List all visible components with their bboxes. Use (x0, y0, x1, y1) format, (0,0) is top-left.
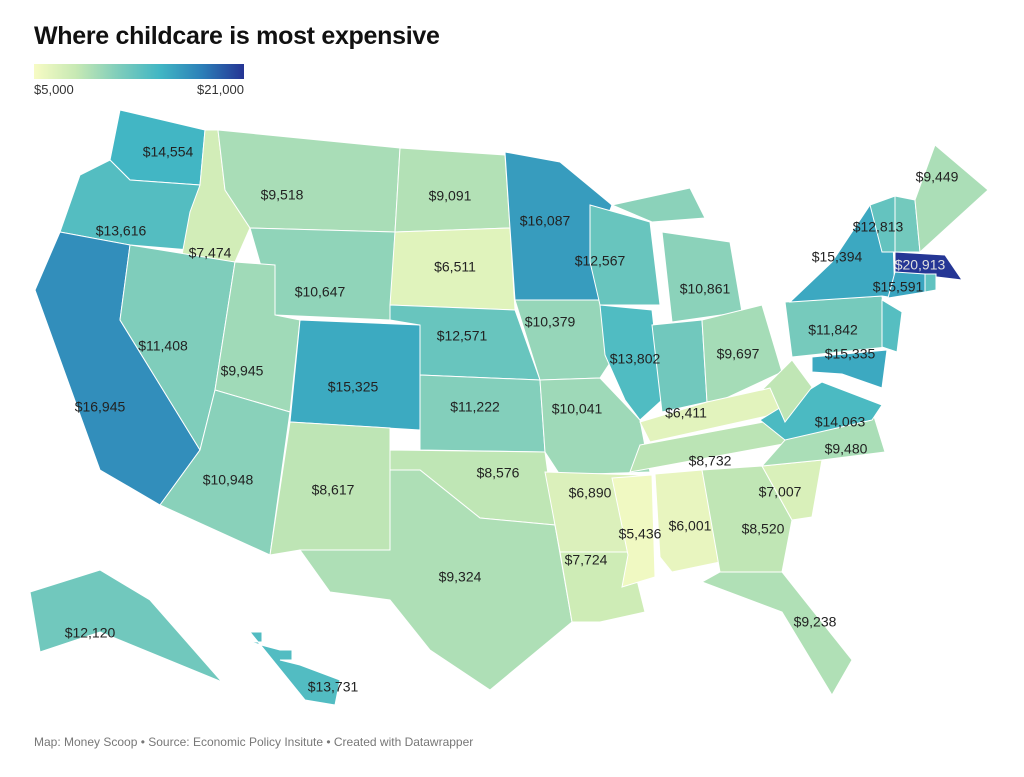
state-value-label-oh: $9,697 (717, 346, 760, 362)
state-value-label-pa: $11,842 (808, 322, 858, 338)
state-shape-ms (611, 474, 656, 588)
source-footer: Map: Money Scoop • Source: Economic Poli… (34, 735, 474, 749)
state-value-label-ar: $6,890 (569, 485, 612, 501)
legend-gradient-bar (34, 64, 244, 79)
state-value-label-ky: $6,411 (665, 405, 707, 421)
state-value-label-va: $14,063 (815, 414, 866, 430)
state-shape-nj (881, 299, 903, 353)
state-value-label-me: $9,449 (916, 169, 959, 185)
state-shape-co (289, 319, 421, 431)
state-shape-wv (760, 359, 813, 423)
state-value-label-mn: $16,087 (520, 213, 571, 229)
state-shape-ak (29, 569, 223, 683)
map-title: Where childcare is most expensive (34, 22, 440, 50)
state-value-label-tn: $8,732 (689, 453, 732, 469)
state-value-label-nd: $9,091 (429, 188, 472, 204)
state-shape-mi (610, 187, 706, 223)
state-value-label-vt: $12,813 (853, 219, 904, 235)
state-value-label-la: $7,724 (565, 552, 608, 568)
state-value-label-ne: $12,571 (437, 328, 488, 344)
color-legend: $5,000 $21,000 (34, 64, 244, 97)
state-value-label-al: $6,001 (669, 518, 712, 534)
state-shape-md (811, 349, 888, 389)
state-value-label-ok: $8,576 (477, 465, 520, 481)
state-shape-mi (661, 231, 743, 323)
state-value-label-ga: $8,520 (742, 521, 785, 537)
state-shape-mo (539, 377, 651, 476)
state-value-label-wi: $12,567 (575, 253, 626, 269)
legend-max-label: $21,000 (197, 82, 244, 97)
state-value-label-ks: $11,222 (450, 399, 500, 415)
state-shape-va (759, 381, 883, 441)
state-value-label-hi: $13,731 (308, 679, 359, 695)
state-shape-or (59, 159, 201, 251)
legend-min-label: $5,000 (34, 82, 74, 97)
state-value-label-ms: $5,436 (619, 526, 662, 542)
state-value-label-md: $15,335 (825, 346, 876, 362)
state-shape-la (559, 551, 646, 623)
state-value-label-ak: $12,120 (65, 625, 116, 641)
state-value-label-sc: $7,007 (759, 484, 802, 500)
state-value-label-ca: $16,945 (75, 399, 126, 415)
state-value-label-ma: $20,913 (895, 257, 946, 273)
state-value-label-fl: $9,238 (794, 614, 837, 630)
state-shape-oh (701, 304, 783, 403)
state-value-label-mo: $10,041 (552, 401, 603, 417)
state-value-label-co: $15,325 (328, 379, 379, 395)
state-shape-ri (924, 273, 937, 293)
state-value-label-az: $10,948 (203, 472, 254, 488)
state-shape-wi (589, 204, 661, 306)
state-value-label-or: $13,616 (96, 223, 147, 239)
state-value-label-tx: $9,324 (439, 569, 482, 585)
state-shape-ga (701, 465, 793, 573)
state-value-label-id: $7,474 (189, 245, 232, 261)
state-value-label-ny: $15,394 (812, 249, 863, 265)
state-shape-fl (700, 571, 853, 696)
state-value-label-ut: $9,945 (221, 363, 264, 379)
state-value-label-mi: $10,861 (680, 281, 731, 297)
state-value-label-wy: $10,647 (295, 284, 346, 300)
state-value-label-ia: $10,379 (525, 314, 576, 330)
state-value-label-il: $13,802 (610, 351, 661, 367)
state-value-label-nm: $8,617 (312, 482, 355, 498)
state-shape-mt (217, 129, 401, 233)
state-shape-az (159, 389, 291, 556)
state-shape-me (914, 144, 989, 254)
state-shape-hi (248, 631, 341, 706)
state-value-label-sd: $6,511 (434, 259, 476, 275)
state-value-label-wa: $14,554 (143, 144, 194, 160)
state-shape-al (654, 469, 721, 573)
state-value-label-ct: $15,591 (873, 279, 924, 295)
state-value-label-mt: $9,518 (261, 187, 304, 203)
state-value-label-nc: $9,480 (825, 441, 868, 457)
state-value-label-nv: $11,408 (138, 338, 188, 354)
state-shape-il (599, 304, 663, 421)
